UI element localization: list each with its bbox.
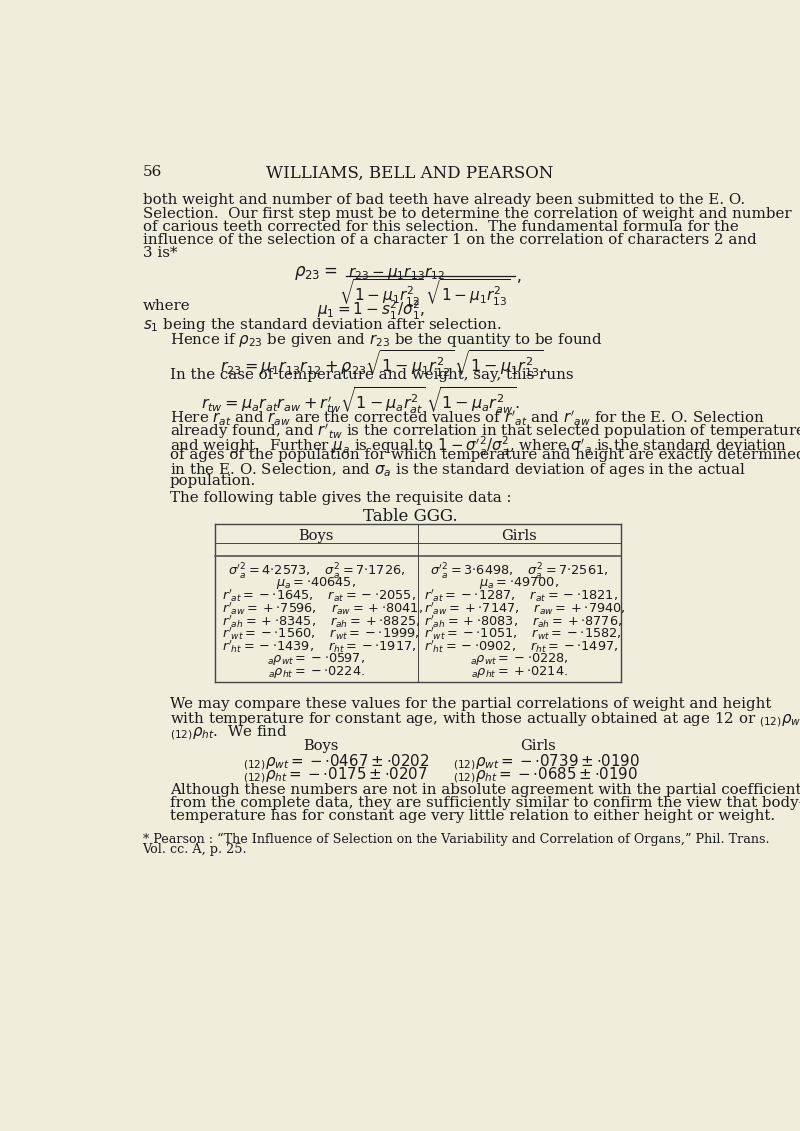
Text: $\mu_a = {\cdot}49700,$: $\mu_a = {\cdot}49700,$ <box>479 575 559 592</box>
Text: Boys: Boys <box>298 529 334 543</box>
Text: $\mu_a = {\cdot}40645,$: $\mu_a = {\cdot}40645,$ <box>276 575 356 592</box>
Text: ${}_{(12)}\rho_{wt} = -{\cdot}0739 \pm {\cdot}0190$: ${}_{(12)}\rho_{wt} = -{\cdot}0739 \pm {… <box>453 752 639 772</box>
Text: ${}_{(12)}\rho_{wt} = -{\cdot}0467 \pm {\cdot}0202$: ${}_{(12)}\rho_{wt} = -{\cdot}0467 \pm {… <box>243 752 430 772</box>
Text: Vol. cc. A, p. 25.: Vol. cc. A, p. 25. <box>142 844 247 856</box>
Text: We may compare these values for the partial correlations of weight and height: We may compare these values for the part… <box>170 697 771 711</box>
Text: $r'_{wt} = -{\cdot}1051,\quad r_{wt} = -{\cdot}1582,$: $r'_{wt} = -{\cdot}1051,\quad r_{wt} = -… <box>424 625 622 642</box>
Text: $r'_{ah} = +{\cdot}8083,\quad r_{ah} = +{\cdot}8776,$: $r'_{ah} = +{\cdot}8083,\quad r_{ah} = +… <box>424 613 622 630</box>
Text: $r'_{ah} = +{\cdot}8345,\quad r_{ah} = +{\cdot}8825,$: $r'_{ah} = +{\cdot}8345,\quad r_{ah} = +… <box>222 613 421 630</box>
Text: with temperature for constant age, with those actually obtained at age 12 or ${}: with temperature for constant age, with … <box>170 710 800 728</box>
Text: $r_{tw} = \mu_a r_{at} r_{aw} + r^{\prime}_{tw}\sqrt{1 - \mu_a r^2_{at}}\,\sqrt{: $r_{tw} = \mu_a r_{at} r_{aw} + r^{\prim… <box>201 386 519 415</box>
Text: ${}_{(12)}\rho_{ht} = -{\cdot}0175 \pm {\cdot}0207$: ${}_{(12)}\rho_{ht} = -{\cdot}0175 \pm {… <box>243 766 428 785</box>
Text: Boys: Boys <box>303 740 338 753</box>
Text: already found, and $r'_{tw}$ is the correlation in that selected population of t: already found, and $r'_{tw}$ is the corr… <box>170 422 800 441</box>
Text: and weight.  Further $\mu_a$ is equal to $1 - \sigma'^2_a/\sigma^2_a$, where $\s: and weight. Further $\mu_a$ is equal to … <box>170 434 786 458</box>
Text: In the case of temperature and weight, say, this runs: In the case of temperature and weight, s… <box>170 369 574 382</box>
Text: * Pearson : “The Influence of Selection on the Variability and Correlation of Or: * Pearson : “The Influence of Selection … <box>142 832 770 846</box>
Text: ${}_a\rho_{ht} = -{\cdot}0224.$: ${}_a\rho_{ht} = -{\cdot}0224.$ <box>268 664 365 680</box>
Text: $\rho_{23} =$: $\rho_{23} =$ <box>294 264 337 282</box>
Text: of ages of the population for which temperature and height are exactly determine: of ages of the population for which temp… <box>170 448 800 461</box>
Text: 3 is*: 3 is* <box>142 245 177 260</box>
Text: Girls: Girls <box>520 740 556 753</box>
Text: 56: 56 <box>142 165 162 179</box>
Text: both weight and number of bad teeth have already been submitted to the E. O.: both weight and number of bad teeth have… <box>142 193 745 207</box>
Text: $r'_{wt} = -{\cdot}1560,\quad r_{wt} = -{\cdot}1999,$: $r'_{wt} = -{\cdot}1560,\quad r_{wt} = -… <box>222 625 420 642</box>
Text: $\mu_1 = 1 - s^2_1/\sigma^2_1,$: $\mu_1 = 1 - s^2_1/\sigma^2_1,$ <box>317 299 426 322</box>
Text: Although these numbers are not in absolute agreement with the partial coefficien: Although these numbers are not in absolu… <box>170 783 800 796</box>
Text: $\sigma'^2_a = 4{\cdot}2573,\quad \sigma^2_a = 7{\cdot}1726,$: $\sigma'^2_a = 4{\cdot}2573,\quad \sigma… <box>227 562 405 582</box>
Text: where: where <box>142 299 190 313</box>
Text: WILLIAMS, BELL AND PEARSON: WILLIAMS, BELL AND PEARSON <box>266 165 554 182</box>
Text: $r_{23} - \mu_1 r_{13} r_{12}$: $r_{23} - \mu_1 r_{13} r_{12}$ <box>348 265 445 282</box>
Text: ${}_{(12)}\rho_{ht}$.  We find: ${}_{(12)}\rho_{ht}$. We find <box>170 723 287 742</box>
Text: ${}_a\rho_{wt} = -{\cdot}0228,$: ${}_a\rho_{wt} = -{\cdot}0228,$ <box>470 651 569 667</box>
Text: temperature has for constant age very little relation to either height or weight: temperature has for constant age very li… <box>170 809 775 822</box>
Text: of carious teeth corrected for this selection.  The fundamental formula for the: of carious teeth corrected for this sele… <box>142 219 738 234</box>
Text: $r_{23} = \mu_1 r_{13} r_{12} + \rho_{23} \sqrt{1 - \mu_1 r^2_{12}}\, \sqrt{1 - : $r_{23} = \mu_1 r_{13} r_{12} + \rho_{23… <box>220 348 546 379</box>
Text: ${}_a\rho_{wt} = -{\cdot}0597,$: ${}_a\rho_{wt} = -{\cdot}0597,$ <box>267 651 366 667</box>
Text: Here $r_{at}$ and $r_{aw}$ are the corrected values of $r'_{at}$ and $r'_{aw}$ f: Here $r_{at}$ and $r_{aw}$ are the corre… <box>170 408 765 428</box>
Text: in the E. O. Selection, and $\sigma_a$ is the standard deviation of ages in the : in the E. O. Selection, and $\sigma_a$ i… <box>170 460 746 478</box>
Text: $r'_{at} = -{\cdot}1645,\quad r_{at} = -{\cdot}2055,$: $r'_{at} = -{\cdot}1645,\quad r_{at} = -… <box>222 588 417 604</box>
Text: $r'_{aw} = +{\cdot}7147,\quad r_{aw} = +{\cdot}7940,$: $r'_{aw} = +{\cdot}7147,\quad r_{aw} = +… <box>424 601 626 618</box>
Text: $,$: $,$ <box>516 271 522 285</box>
Text: from the complete data, they are sufficiently similar to confirm the view that b: from the complete data, they are suffici… <box>170 795 800 810</box>
Text: $r'_{ht} = -{\cdot}0902,\quad r_{ht} = -{\cdot}1497,$: $r'_{ht} = -{\cdot}0902,\quad r_{ht} = -… <box>424 639 618 655</box>
Text: The following table gives the requisite data :: The following table gives the requisite … <box>170 492 511 506</box>
Text: $\sigma'^2_a = 3{\cdot}6498,\quad \sigma^2_a = 7{\cdot}2561,$: $\sigma'^2_a = 3{\cdot}6498,\quad \sigma… <box>430 562 609 582</box>
Text: $s_1$ being the standard deviation after selection.: $s_1$ being the standard deviation after… <box>142 316 502 334</box>
Text: $r'_{at} = -{\cdot}1287,\quad r_{at} = -{\cdot}1821,$: $r'_{at} = -{\cdot}1287,\quad r_{at} = -… <box>424 588 618 604</box>
Text: Selection.  Our first step must be to determine the correlation of weight and nu: Selection. Our first step must be to det… <box>142 207 791 221</box>
Text: influence of the selection of a character 1 on the correlation of characters 2 a: influence of the selection of a characte… <box>142 233 756 247</box>
Text: ${}_a\rho_{ht} = +{\cdot}0214.$: ${}_a\rho_{ht} = +{\cdot}0214.$ <box>470 664 568 680</box>
Text: $r'_{ht} = -{\cdot}1439,\quad r_{ht} = -{\cdot}1917,$: $r'_{ht} = -{\cdot}1439,\quad r_{ht} = -… <box>222 639 417 655</box>
Text: ${}_{(12)}\rho_{ht} = -{\cdot}0685 \pm {\cdot}0190$: ${}_{(12)}\rho_{ht} = -{\cdot}0685 \pm {… <box>453 766 638 785</box>
Text: Hence if $\rho_{23}$ be given and $r_{23}$ be the quantity to be found: Hence if $\rho_{23}$ be given and $r_{23… <box>170 331 602 349</box>
Text: population.: population. <box>170 474 256 487</box>
Text: Table GGG.: Table GGG. <box>362 509 458 526</box>
Text: $\sqrt{1 - \mu_1 r^2_{12}}\;\sqrt{1 - \mu_1 r^2_{13}}$: $\sqrt{1 - \mu_1 r^2_{12}}\;\sqrt{1 - \m… <box>338 277 510 308</box>
Text: Girls: Girls <box>502 529 537 543</box>
Text: $r'_{aw} = +{\cdot}7596,\quad r_{aw} = +{\cdot}8041,$: $r'_{aw} = +{\cdot}7596,\quad r_{aw} = +… <box>222 601 423 618</box>
